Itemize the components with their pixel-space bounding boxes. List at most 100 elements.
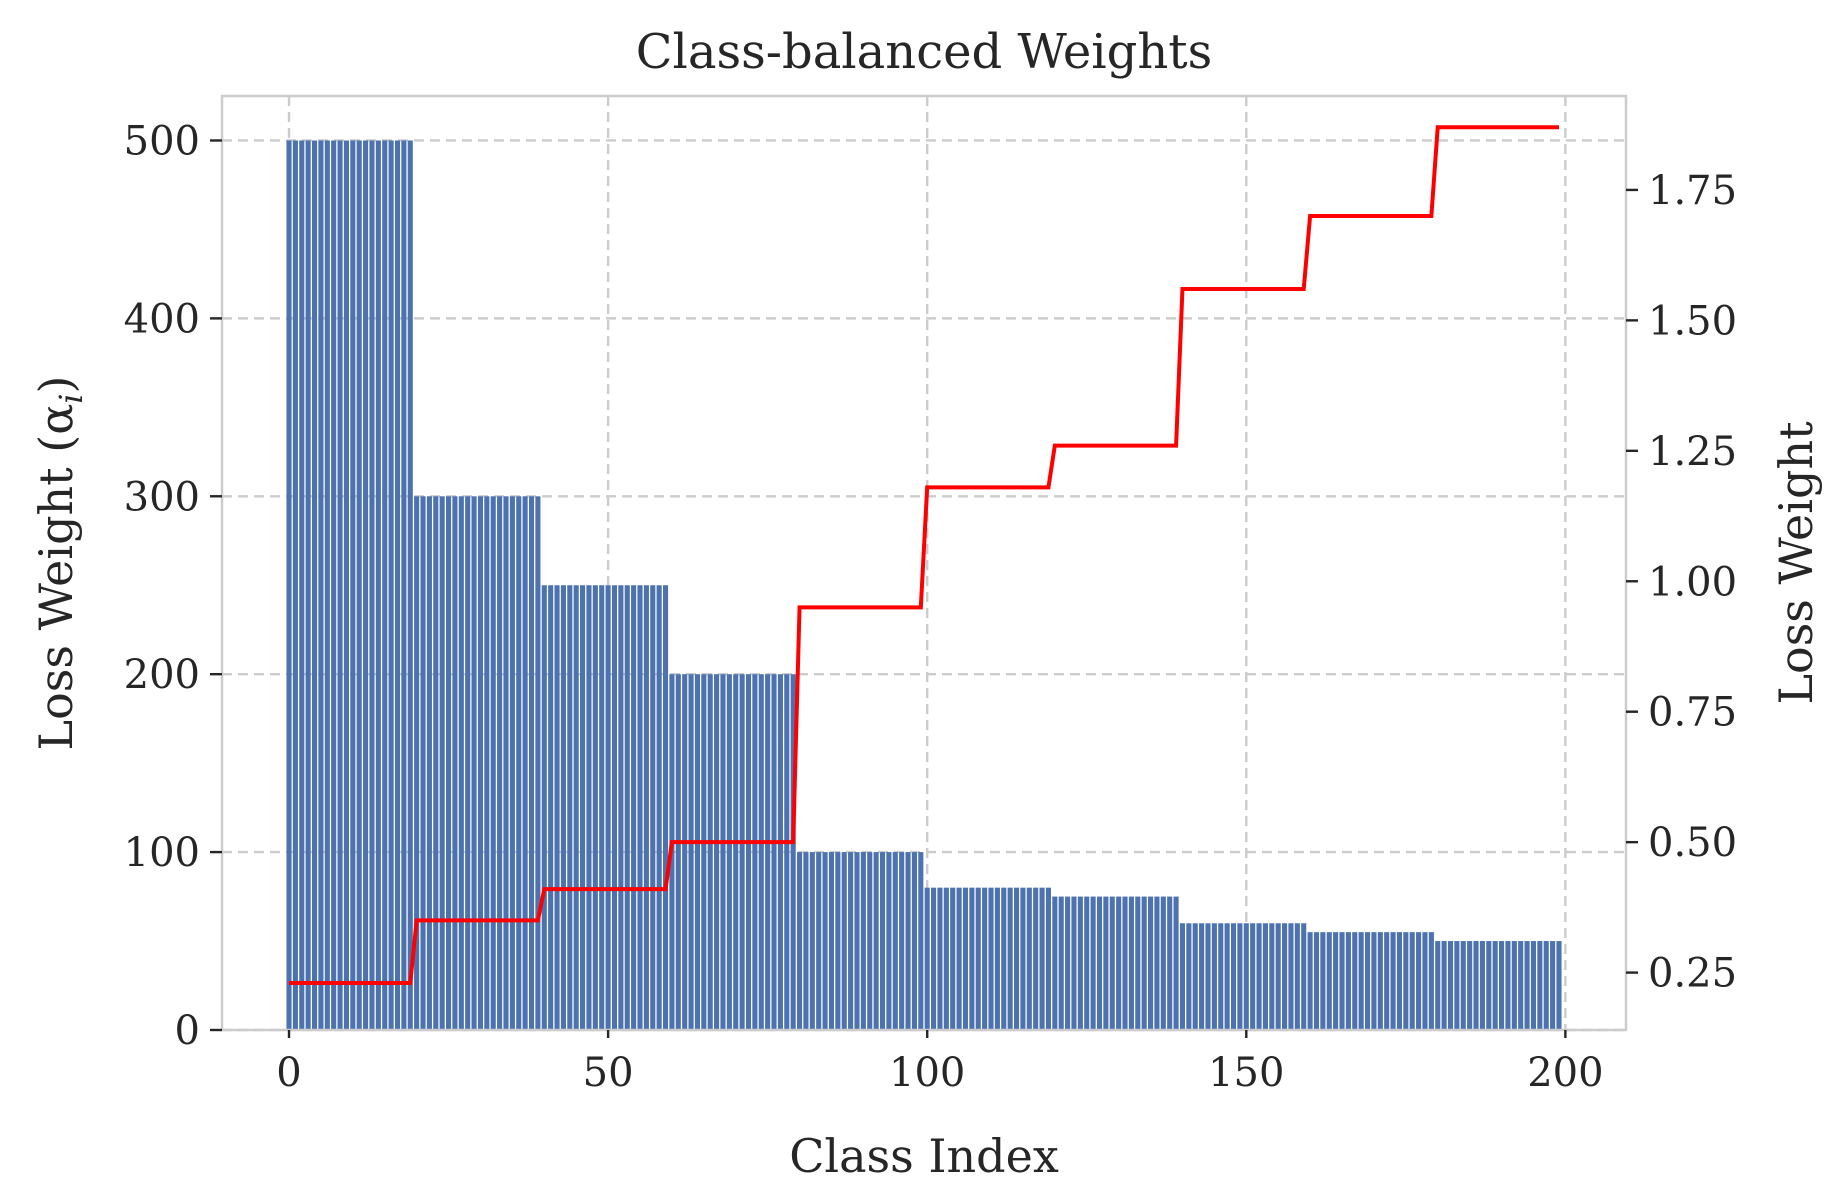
bar	[1148, 896, 1154, 1030]
bar	[1179, 923, 1186, 1030]
bar	[1492, 941, 1498, 1030]
bar	[924, 887, 930, 1030]
y-right-tick-label: 0.75	[1648, 690, 1737, 736]
y-axis-left-title-subscript: i	[52, 393, 90, 403]
y-axis-left-title: Loss Weight (αi)	[29, 376, 90, 751]
y-axis-right-title: Loss Weight	[1769, 421, 1823, 705]
bar	[950, 887, 956, 1030]
bar	[1550, 941, 1556, 1030]
bar	[956, 887, 962, 1030]
bar	[433, 496, 439, 1030]
bar	[1020, 887, 1026, 1030]
x-tick-label: 50	[583, 1050, 634, 1096]
bar	[318, 140, 324, 1030]
bar	[1326, 932, 1332, 1030]
bar	[1007, 887, 1013, 1030]
bar	[1447, 941, 1454, 1030]
bar	[1377, 932, 1383, 1030]
bar	[797, 852, 803, 1030]
bar	[1052, 896, 1058, 1030]
bar	[528, 496, 535, 1030]
bar	[1441, 941, 1447, 1030]
bar	[1218, 923, 1224, 1030]
bar	[426, 496, 432, 1030]
bar	[1186, 923, 1192, 1030]
tick-layer: 0 50 100 150 200 0 100 200 300 400 500 0.25 0.50 0.75…	[124, 118, 1737, 1096]
bar	[1403, 932, 1409, 1030]
bar	[1058, 896, 1064, 1030]
bar	[790, 674, 796, 1030]
bar	[286, 140, 292, 1030]
y-axis-left-title-close: )	[29, 376, 83, 394]
bar	[1511, 941, 1517, 1030]
bar	[452, 496, 458, 1030]
bar	[363, 140, 369, 1030]
bar	[1505, 941, 1511, 1030]
y-left-tick-label: 0	[175, 1008, 200, 1054]
bar	[1205, 923, 1211, 1030]
bar	[1396, 932, 1402, 1030]
bar	[694, 674, 700, 1030]
bar	[522, 496, 528, 1030]
bar	[1364, 932, 1371, 1030]
bar	[1460, 941, 1466, 1030]
bar	[816, 852, 822, 1030]
bar	[567, 585, 573, 1030]
loss-weight-line	[289, 125, 1559, 986]
bar	[477, 496, 484, 1030]
bar	[1116, 896, 1122, 1030]
bar	[1333, 932, 1339, 1030]
bar	[1467, 941, 1473, 1030]
bar	[714, 674, 720, 1030]
y-left-tick-label: 400	[124, 296, 200, 342]
chart-title: Class-balanced Weights	[636, 24, 1212, 80]
bar	[931, 887, 937, 1030]
bar	[1524, 941, 1530, 1030]
bar	[1307, 932, 1313, 1030]
bar	[618, 585, 624, 1030]
bar	[331, 140, 337, 1030]
bar	[988, 887, 994, 1030]
bar	[1096, 896, 1103, 1030]
bar	[337, 140, 343, 1030]
bar	[1384, 932, 1390, 1030]
bar	[580, 585, 586, 1030]
bar	[1358, 932, 1364, 1030]
bar	[554, 585, 560, 1030]
bar	[994, 887, 1000, 1030]
bar	[650, 585, 656, 1030]
bar	[1409, 932, 1415, 1030]
bar	[1320, 932, 1326, 1030]
bar	[765, 674, 771, 1030]
bar	[548, 585, 554, 1030]
bar	[1211, 923, 1217, 1030]
bar	[1013, 887, 1020, 1030]
bar	[771, 674, 777, 1030]
bar	[535, 496, 541, 1030]
bar	[1039, 887, 1045, 1030]
bar	[1001, 887, 1007, 1030]
bar	[1224, 923, 1230, 1030]
bar	[637, 585, 643, 1030]
bar	[465, 496, 471, 1030]
bar	[586, 585, 592, 1030]
bar	[1192, 923, 1198, 1030]
bar	[1345, 932, 1351, 1030]
bar	[854, 852, 860, 1030]
bar	[752, 674, 758, 1030]
bar	[1109, 896, 1115, 1030]
y-right-tick-label: 0.25	[1648, 951, 1737, 997]
bar	[656, 585, 662, 1030]
bar	[509, 496, 515, 1030]
bar	[962, 887, 969, 1030]
bar	[1454, 941, 1460, 1030]
bar	[745, 674, 752, 1030]
bar	[624, 585, 630, 1030]
line-layer	[289, 125, 1559, 986]
bar	[324, 140, 330, 1030]
bar	[1479, 941, 1485, 1030]
bar	[1199, 923, 1205, 1030]
bar	[911, 852, 917, 1030]
bar	[1167, 896, 1173, 1030]
bar	[560, 585, 566, 1030]
